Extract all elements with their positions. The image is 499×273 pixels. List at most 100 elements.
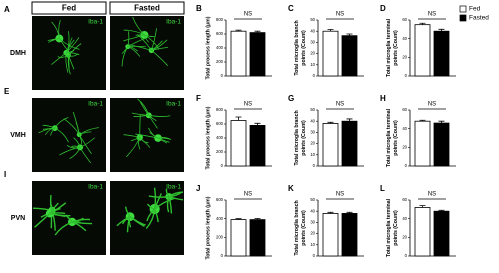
bar	[249, 219, 266, 257]
cell-process	[73, 137, 81, 148]
y-tick-label: 0	[221, 73, 224, 78]
bar	[414, 24, 431, 77]
y-tick-label: 0	[313, 253, 316, 258]
y-tick-label: 800	[216, 17, 224, 22]
error-bar	[254, 30, 261, 33]
y-tick-label: 0	[221, 253, 224, 258]
y-tick-label: 600	[216, 197, 224, 202]
y-tick-label: 20	[310, 141, 315, 146]
bar	[433, 30, 450, 77]
cell-process	[116, 216, 131, 227]
y-tick-label: 60	[402, 107, 407, 112]
y-axis-label: Total microglia terminal	[386, 18, 392, 77]
y-tick-label: 50	[310, 17, 315, 22]
y-tick-label: 0	[221, 163, 224, 168]
stain-label: Iba-1	[88, 19, 103, 26]
stain-label: Iba-1	[88, 184, 103, 191]
cell-process	[132, 16, 145, 36]
y-tick-label: 50	[310, 107, 315, 112]
stain-label: Iba-1	[88, 101, 103, 108]
error-bar	[235, 29, 242, 32]
y-tick-label: 40	[402, 126, 407, 131]
cell-process	[133, 114, 149, 117]
cell-process	[139, 137, 149, 144]
y-axis-label: Total microglia terminal	[386, 198, 392, 257]
column-header-box	[109, 1, 185, 15]
error-bar	[419, 119, 426, 122]
y-axis-label: Total process length (μm)	[205, 196, 211, 259]
bar	[230, 219, 247, 257]
cell-process	[51, 52, 67, 65]
panel-letter: H	[380, 94, 386, 103]
significance-label: NS	[428, 102, 436, 108]
y-tick-label: 40	[310, 208, 315, 213]
y-tick-label: 30	[310, 130, 315, 135]
y-tick-label: 600	[216, 121, 224, 126]
cell-process	[125, 206, 131, 218]
legend-label: Fasted	[469, 15, 489, 22]
cell-process	[151, 47, 169, 51]
bar	[433, 210, 450, 257]
legend-swatch	[459, 14, 467, 22]
cell-process	[67, 55, 71, 75]
cell-process	[146, 208, 156, 222]
cell-process	[144, 34, 155, 37]
cell-process	[79, 131, 92, 136]
error-bar	[235, 218, 242, 220]
cell-process	[51, 21, 60, 39]
micrograph	[110, 16, 184, 90]
cell-process	[151, 28, 158, 51]
y-axis-label: Total microglia branch	[294, 200, 300, 255]
stain-label: Iba-1	[166, 184, 181, 191]
cell-process	[148, 114, 171, 117]
cell-process	[34, 212, 51, 228]
y-tick-label: 800	[216, 107, 224, 112]
error-bar	[346, 211, 353, 214]
y-tick-label: 200	[216, 149, 224, 154]
error-bar	[438, 209, 445, 212]
cell-process	[146, 203, 155, 210]
cell-process	[71, 145, 81, 148]
error-bar	[327, 29, 334, 32]
cell-process	[127, 46, 141, 57]
bar	[322, 30, 339, 77]
error-bar	[419, 205, 426, 208]
cell-process	[125, 137, 141, 158]
cell-process	[151, 40, 163, 51]
panel-letter: D	[380, 4, 386, 13]
error-bar	[438, 28, 445, 32]
significance-label: NS	[428, 12, 436, 18]
y-axis-label: Total process length (μm)	[205, 106, 211, 169]
cell-process	[57, 55, 69, 58]
cell-process	[78, 134, 92, 155]
cell-process	[137, 98, 150, 116]
y-tick-label: 40	[310, 28, 315, 33]
y-tick-label: 60	[402, 197, 407, 202]
cell-process	[139, 114, 141, 138]
panel-letter: B	[196, 4, 202, 13]
significance-label: NS	[244, 12, 252, 18]
cell-process	[49, 202, 67, 215]
cell-process	[121, 46, 129, 55]
error-bar	[327, 121, 334, 124]
column-header: Fed	[62, 4, 76, 13]
row-label: DMH	[10, 50, 26, 57]
cell-process	[127, 46, 139, 52]
stain-label: Iba-1	[166, 19, 181, 26]
cell-process	[165, 188, 170, 198]
y-tick-label: 40	[402, 216, 407, 221]
error-bar	[235, 116, 242, 121]
bar	[414, 120, 431, 167]
error-bar	[346, 118, 353, 122]
y-axis-label: points (Count)	[393, 120, 399, 156]
y-tick-label: 20	[402, 54, 407, 59]
y-tick-label: 20	[310, 51, 315, 56]
cell-process	[157, 137, 168, 144]
bar	[230, 30, 247, 77]
y-tick-label: 20	[310, 231, 315, 236]
y-tick-label: 0	[405, 163, 408, 168]
cell-process	[137, 34, 152, 51]
cell-process	[154, 197, 176, 210]
micrograph	[32, 98, 106, 172]
